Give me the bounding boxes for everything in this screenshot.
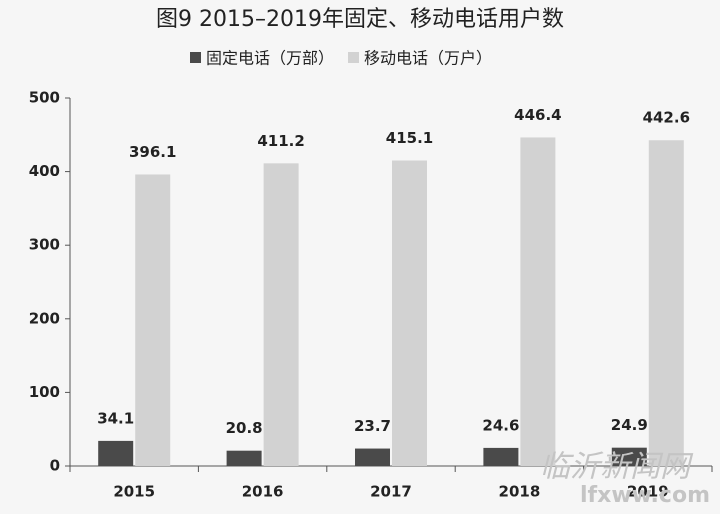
data-label: 23.7 <box>354 417 391 435</box>
legend-swatch <box>190 52 201 63</box>
data-label: 20.8 <box>226 419 263 437</box>
bar <box>483 447 519 466</box>
y-tick-label: 100 <box>29 383 60 401</box>
data-label: 411.2 <box>257 132 304 150</box>
legend-swatch <box>348 52 360 63</box>
y-tick-label: 0 <box>50 457 60 475</box>
data-label: 34.1 <box>97 409 134 427</box>
data-label: 24.9 <box>611 416 648 434</box>
data-label: 442.6 <box>643 109 690 127</box>
watermark: 临沂新闻网 <box>540 450 694 485</box>
x-tick-label: 2015 <box>113 483 155 501</box>
bar <box>226 450 262 466</box>
chart-title: 图9 2015–2019年固定、移动电话用户数 <box>156 7 564 32</box>
y-tick-label: 200 <box>29 309 60 327</box>
y-tick-label: 400 <box>29 162 60 180</box>
x-tick-label: 2018 <box>499 483 541 501</box>
bar <box>263 163 299 466</box>
x-tick-label: 2017 <box>370 483 412 501</box>
legend-label: 移动电话（万户） <box>364 49 492 68</box>
bar <box>98 440 134 466</box>
y-tick-label: 300 <box>29 236 60 254</box>
bar <box>611 447 647 466</box>
legend-label: 固定电话（万部） <box>206 49 334 68</box>
x-tick-label: 2016 <box>242 483 284 501</box>
data-label: 446.4 <box>514 106 561 124</box>
y-tick-label: 500 <box>29 89 60 107</box>
bar <box>520 137 556 467</box>
data-label: 24.6 <box>482 416 519 434</box>
bar <box>355 448 390 466</box>
watermark-url: lfxww.com <box>580 483 710 508</box>
data-label: 396.1 <box>129 143 176 161</box>
bar <box>648 140 684 466</box>
bar <box>392 160 427 467</box>
data-label: 415.1 <box>386 129 433 147</box>
bar <box>135 174 171 466</box>
x-tick-label: 2019 <box>627 483 669 501</box>
